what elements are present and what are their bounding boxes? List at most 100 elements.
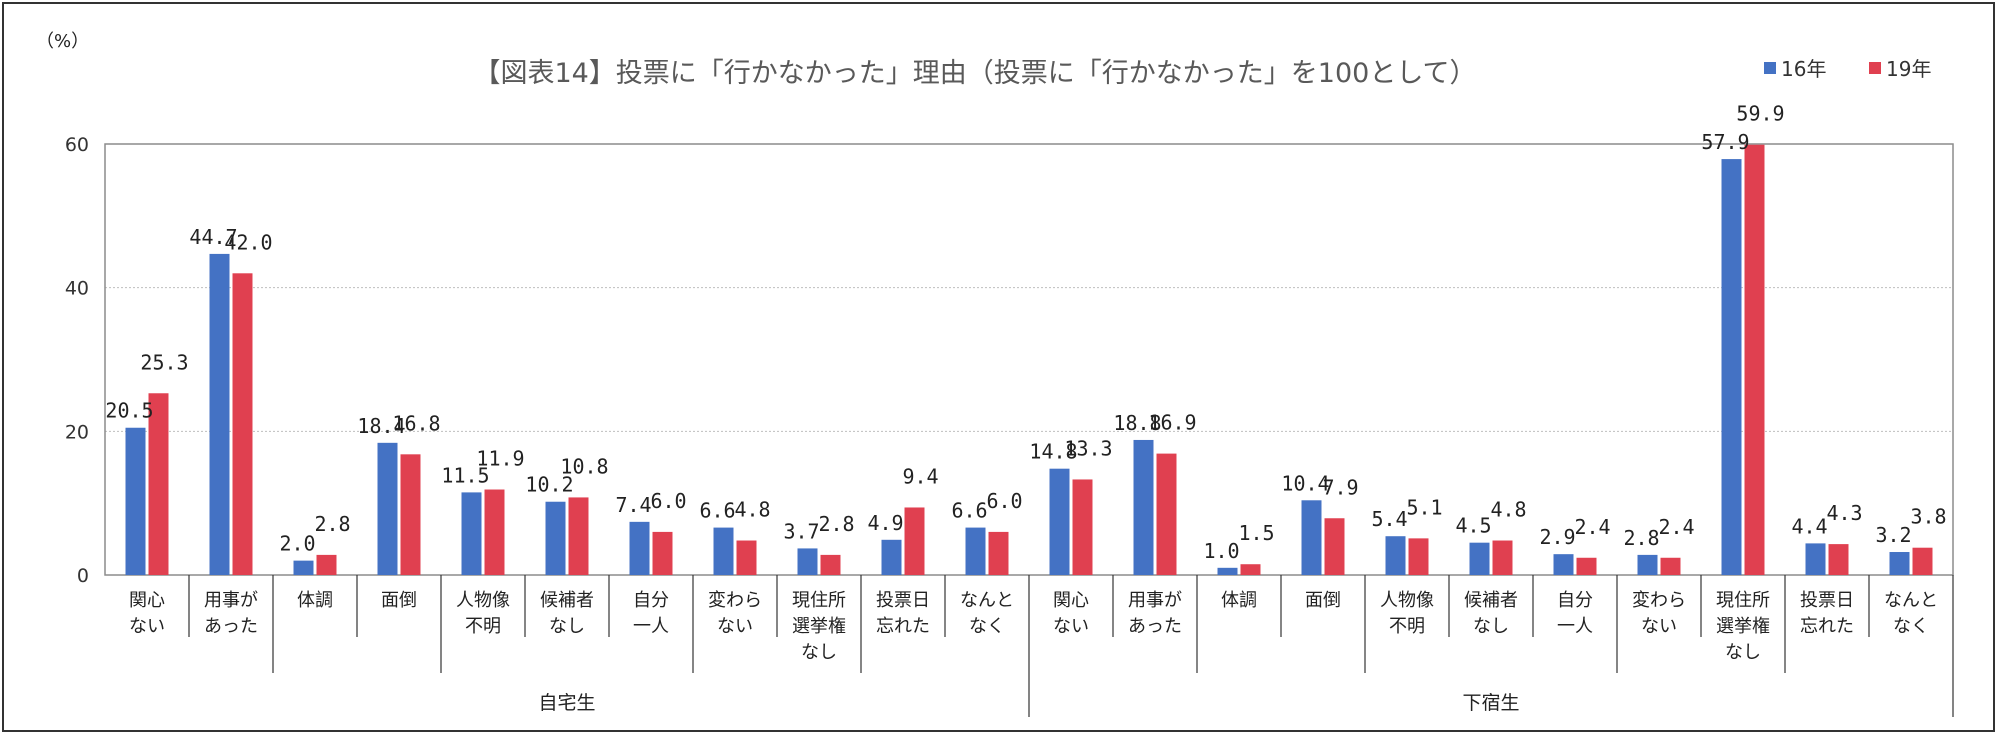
- data-label: 6.6: [699, 499, 735, 523]
- category-label: 関心ない: [1053, 590, 1089, 637]
- data-label: 3.7: [783, 519, 819, 543]
- legend-swatch: [1764, 62, 1776, 74]
- bar-16: [1637, 554, 1658, 575]
- data-label: 6.6: [951, 499, 987, 523]
- category-label: 人物像不明: [1380, 590, 1434, 637]
- bar-19: [232, 273, 253, 575]
- data-label: 11.9: [476, 447, 524, 471]
- data-label: 2.8: [1623, 526, 1659, 550]
- data-label: 4.8: [734, 498, 770, 522]
- data-label: 14.8: [1029, 440, 1077, 464]
- bar-16: [1385, 536, 1406, 575]
- data-label: 4.3: [1826, 501, 1862, 525]
- bar-19: [820, 554, 841, 575]
- data-label: 10.8: [560, 454, 608, 478]
- bar-16: [1301, 500, 1322, 575]
- bar-16: [629, 521, 650, 575]
- category-label: 体調: [1221, 590, 1257, 611]
- category-label: 候補者なし: [540, 590, 594, 637]
- y-tick-label: 60: [65, 134, 89, 156]
- bar-19: [1744, 144, 1765, 576]
- bar-19: [988, 531, 1009, 575]
- gridlines: [105, 287, 1953, 432]
- data-label: 44.7: [189, 225, 237, 249]
- bar-19: [1492, 540, 1513, 575]
- data-label: 7.9: [1322, 475, 1358, 499]
- bar-19: [1912, 547, 1933, 575]
- category-label: 現住所選挙権なし: [792, 590, 846, 663]
- unit-label: （%）: [36, 31, 89, 52]
- bar-19: [400, 454, 421, 575]
- y-tick-label: 40: [65, 278, 89, 300]
- bar-16: [377, 442, 398, 575]
- bar-19: [316, 554, 337, 575]
- bar-16: [797, 548, 818, 575]
- bar-16: [1805, 543, 1826, 575]
- bar-19: [1660, 557, 1681, 575]
- legend: 16年 19年: [1764, 57, 1931, 81]
- bar-16: [713, 527, 734, 575]
- data-label: 5.4: [1371, 507, 1407, 531]
- data-label: 4.5: [1455, 514, 1491, 538]
- category-label: 候補者なし: [1464, 590, 1518, 637]
- data-label: 1.0: [1203, 539, 1239, 563]
- data-label: 57.9: [1701, 130, 1749, 154]
- data-label: 9.4: [902, 464, 938, 488]
- data-label: 3.8: [1910, 505, 1946, 529]
- bar-16: [545, 501, 566, 575]
- legend-label: 19年: [1886, 57, 1931, 81]
- bar-19: [1156, 453, 1177, 575]
- bar-16: [209, 253, 230, 575]
- category-label: なんとなく: [1884, 590, 1938, 637]
- y-tick-label: 0: [77, 565, 89, 587]
- legend-swatch: [1869, 62, 1881, 74]
- data-label: 42.0: [224, 230, 272, 254]
- data-label: 10.4: [1281, 471, 1329, 495]
- data-label: 4.4: [1791, 514, 1827, 538]
- data-label: 6.0: [650, 489, 686, 513]
- category-label: 人物像不明: [456, 590, 510, 637]
- data-label: 16.8: [392, 411, 440, 435]
- data-label: 4.8: [1490, 498, 1526, 522]
- group-label: 下宿生: [1462, 692, 1519, 714]
- bar-16: [881, 539, 902, 575]
- bar-19: [1240, 564, 1261, 575]
- category-label: 体調: [297, 590, 333, 611]
- data-label: 1.5: [1238, 521, 1274, 545]
- data-label: 3.2: [1875, 523, 1911, 547]
- bars: [125, 144, 1933, 576]
- chart-title: 【図表14】投票に「行かなかった」理由（投票に「行かなかった」を100として）: [473, 58, 1476, 89]
- legend-label: 16年: [1781, 57, 1826, 81]
- category-label: 面倒: [1305, 590, 1341, 611]
- y-tick-label: 20: [65, 421, 89, 443]
- category-label: なんとなく: [960, 590, 1014, 637]
- bar-16: [1049, 468, 1070, 575]
- bar-16: [461, 492, 482, 575]
- category-label: 自分一人: [1557, 590, 1593, 637]
- bar-16: [1553, 554, 1574, 575]
- bar-19: [904, 507, 925, 575]
- bar-19: [1324, 518, 1345, 575]
- bar-19: [652, 531, 673, 575]
- category-label: 面倒: [381, 590, 417, 611]
- data-label: 13.3: [1064, 436, 1112, 460]
- bar-19: [1072, 479, 1093, 575]
- data-label: 10.2: [525, 473, 573, 497]
- bar-16: [1889, 552, 1910, 575]
- data-label: 4.9: [867, 511, 903, 535]
- bar-19: [1828, 544, 1849, 575]
- data-label: 2.4: [1658, 515, 1694, 539]
- y-axis: 0 20 40 60: [65, 134, 89, 587]
- group-label: 自宅生: [538, 692, 595, 714]
- data-label: 2.8: [818, 512, 854, 536]
- bar-19: [484, 489, 505, 575]
- bar-16: [1721, 159, 1742, 575]
- data-label: 25.3: [140, 350, 188, 374]
- bar-16: [1217, 567, 1238, 575]
- data-label: 18.4: [357, 414, 405, 438]
- bar-19: [148, 393, 169, 575]
- bar-16: [1133, 439, 1154, 575]
